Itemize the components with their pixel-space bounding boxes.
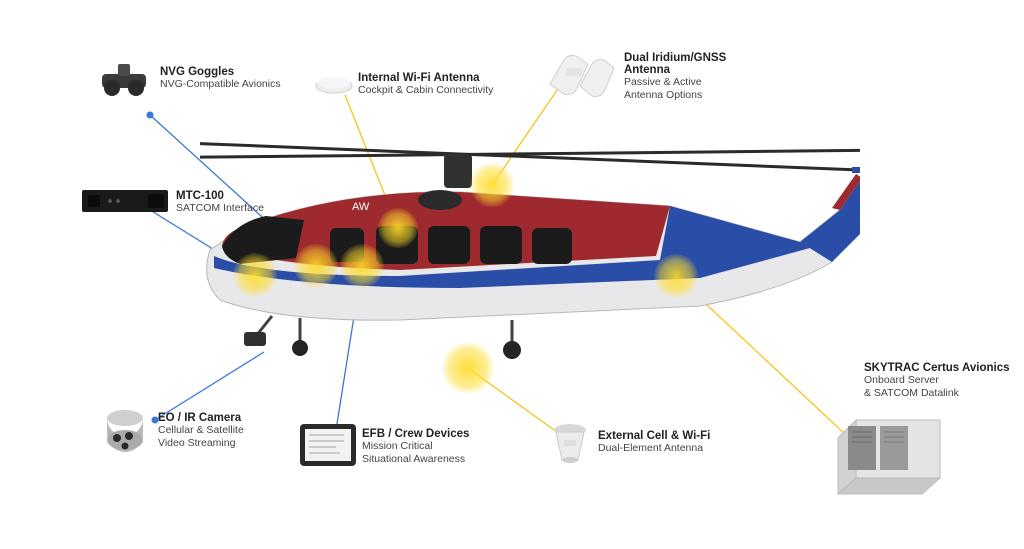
efb-sub1: Mission Critical <box>362 440 469 453</box>
eoir-sub2: Video Streaming <box>158 437 244 450</box>
efb-sub2: Situational Awareness <box>362 453 469 466</box>
extcell-antenna-icon <box>546 420 594 475</box>
nvg-title: NVG Goggles <box>160 66 281 78</box>
eoir-title: EO / IR Camera <box>158 412 244 424</box>
eoir-camera-icon <box>98 406 152 461</box>
eoir-sub1: Cellular & Satellite <box>158 424 244 437</box>
skytrac-avionics-icon <box>828 410 948 505</box>
iridium-antenna-icon <box>544 50 620 103</box>
wifi-callout: Internal Wi-Fi Antenna Cockpit & Cabin C… <box>358 72 493 97</box>
iridium-title: Dual Iridium/GNSS <box>624 52 726 64</box>
model-label: AW <box>352 201 370 213</box>
efb-title: EFB / Crew Devices <box>362 428 469 440</box>
helicopter-registration: FLR-NC <box>708 245 774 263</box>
mtc-callout: MTC-100 SATCOM Interface <box>176 190 264 215</box>
skytrac-sub1: Onboard Server <box>864 374 1009 387</box>
mtc-icon <box>80 184 170 221</box>
diagram-canvas: AW FLR-NC NVG Goggles NVG-Compatible Avi… <box>0 0 1024 549</box>
iridium-sub2: Antenna Options <box>624 89 726 102</box>
wifi-antenna-icon <box>314 72 354 99</box>
skytrac-sub2: & SATCOM Datalink <box>864 387 1009 400</box>
eoir-callout: EO / IR Camera Cellular & Satellite Vide… <box>158 412 244 450</box>
extcell-callout: External Cell & Wi-Fi Dual-Element Anten… <box>598 430 710 455</box>
efb-tablet-icon <box>296 420 360 475</box>
skytrac-title: SKYTRAC Certus Avionics <box>864 362 1009 374</box>
mtc-title: MTC-100 <box>176 190 264 202</box>
nvg-callout: NVG Goggles NVG-Compatible Avionics <box>160 66 281 91</box>
mtc-sub: SATCOM Interface <box>176 202 264 215</box>
nvg-sub: NVG-Compatible Avionics <box>160 78 281 91</box>
nvg-goggles-icon <box>96 60 152 103</box>
iridium-sub1: Passive & Active <box>624 76 726 89</box>
extcell-title: External Cell & Wi-Fi <box>598 430 710 442</box>
wifi-sub: Cockpit & Cabin Connectivity <box>358 84 493 97</box>
efb-callout: EFB / Crew Devices Mission Critical Situ… <box>362 428 469 466</box>
skytrac-callout: SKYTRAC Certus Avionics Onboard Server &… <box>864 362 1009 400</box>
wifi-title: Internal Wi-Fi Antenna <box>358 72 493 84</box>
iridium-title2: Antenna <box>624 64 726 76</box>
extcell-sub: Dual-Element Antenna <box>598 442 710 455</box>
iridium-callout: Dual Iridium/GNSS Antenna Passive & Acti… <box>624 52 726 102</box>
